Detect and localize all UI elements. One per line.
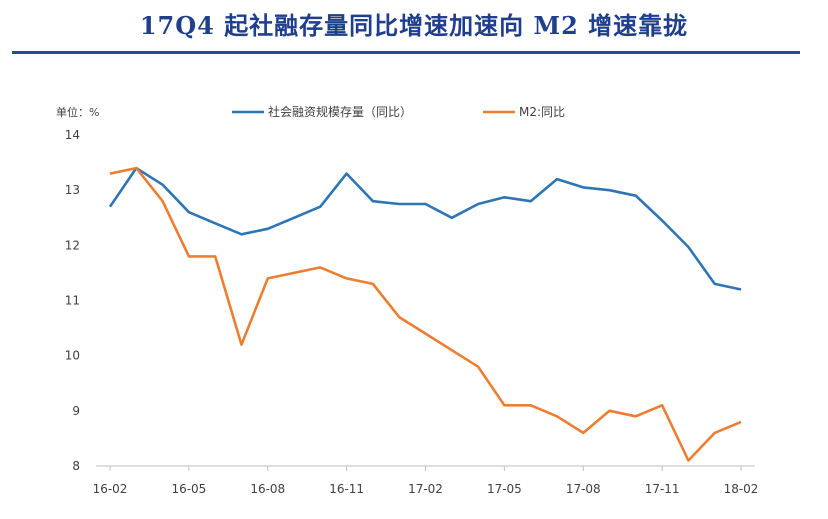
series-line-social-financing <box>108 166 742 291</box>
x-axis: 16-02 16-05 16-08 16-11 17-02 17-05 17-08 17-11… <box>93 465 759 496</box>
y-tick-label: 8 <box>72 459 80 473</box>
legend-label: M2:同比 <box>519 105 565 119</box>
unit-label: 单位：% <box>56 105 99 119</box>
x-tick-label: 17-08 <box>566 482 601 496</box>
x-tick-label: 16-05 <box>171 482 206 496</box>
title-underline <box>12 51 800 54</box>
x-tick-label: 17-02 <box>408 482 443 496</box>
y-tick-label: 11 <box>65 294 80 308</box>
series-group <box>108 166 742 462</box>
y-axis: 8 9 10 11 12 13 14 <box>65 128 80 473</box>
y-tick-label: 10 <box>65 349 80 363</box>
series-line-m2 <box>109 166 742 462</box>
x-tick-label: 16-08 <box>250 482 285 496</box>
chart-title: 17Q4 起社融存量同比增速加速向 M2 增速靠拢 <box>139 11 689 40</box>
x-tick-label: 16-11 <box>329 482 364 496</box>
y-tick-label: 14 <box>65 128 80 142</box>
x-tick-label: 17-11 <box>645 482 680 496</box>
x-tick-label: 17-05 <box>487 482 522 496</box>
x-tick-label: 16-02 <box>93 482 128 496</box>
legend-label: 社会融资规模存量（同比） <box>268 104 412 119</box>
y-tick-label: 13 <box>65 183 80 197</box>
legend: 社会融资规模存量（同比） M2:同比 <box>232 104 565 119</box>
x-tick-label: 18-02 <box>724 482 759 496</box>
y-tick-label: 12 <box>65 238 80 252</box>
y-tick-label: 9 <box>72 404 80 418</box>
